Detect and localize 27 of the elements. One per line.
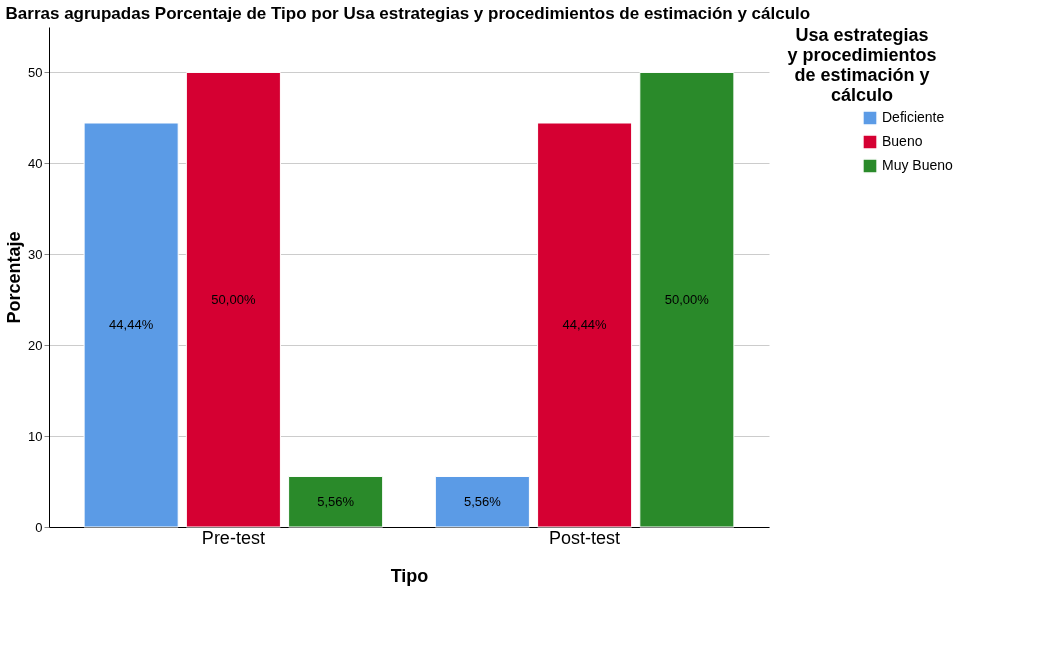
- bar: [434, 475, 530, 528]
- legend-label: Deficiente: [882, 109, 945, 125]
- legend-label: Muy Bueno: [882, 157, 954, 173]
- bar: [288, 475, 384, 528]
- data-label: 44,44%: [109, 317, 154, 332]
- bar: [185, 71, 281, 528]
- legend-title: Usa estrategias y procedimientos de estimación y cálculo: [787, 25, 937, 105]
- chart-title: Barras agrupadas Porcentaje de Tipo por Usa estrategias y procedimientos de estimación y cálculo: [5, 4, 811, 23]
- legend-label: Bueno: [882, 133, 923, 149]
- y-tick-label: 10: [28, 428, 43, 444]
- data-label: 50,00%: [211, 291, 256, 307]
- bar: [639, 71, 735, 528]
- y-axis-title: Porcentaje: [4, 231, 25, 324]
- y-tick-label: 50: [28, 64, 43, 80]
- data-label: 5,56%: [317, 493, 355, 509]
- x-tick-label: Post-test: [549, 527, 621, 548]
- data-label: 44,44%: [562, 317, 608, 332]
- data-label: 5,56%: [463, 493, 502, 509]
- y-tick-label: 30: [28, 246, 43, 262]
- y-tick-label: 40: [28, 155, 43, 171]
- data-label: 50,00%: [664, 291, 710, 307]
- y-tick-label: 20: [28, 337, 43, 353]
- y-tick-label: 0: [35, 519, 43, 535]
- x-axis-title: Tipo: [390, 565, 429, 586]
- bar: [537, 122, 633, 528]
- x-tick-label: Pre-test: [201, 527, 265, 548]
- bar: [83, 122, 179, 528]
